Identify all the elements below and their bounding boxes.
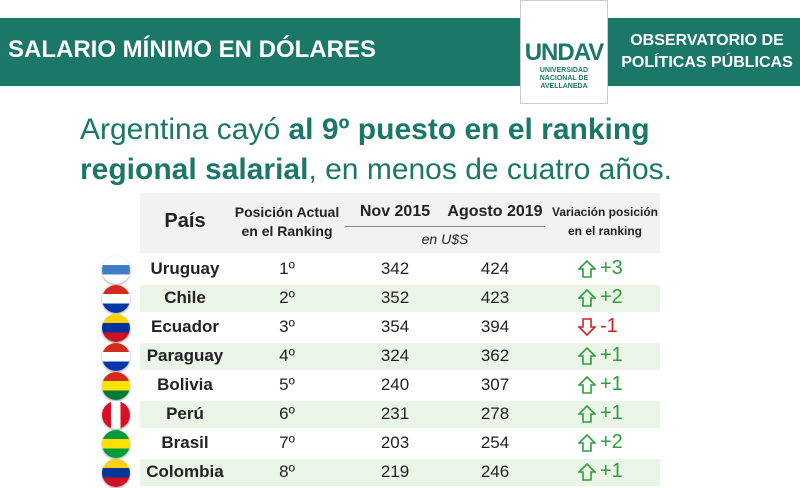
logo: UNDAV UNIVERSIDAD NACIONAL DE AVELLANEDA [520, 0, 608, 104]
arrow-up [577, 288, 597, 307]
logo-text: UNDAV [524, 39, 605, 66]
table-cell: 423 [480, 288, 510, 307]
flag [102, 343, 130, 371]
logo-sub: AVELLANEDA [540, 83, 588, 90]
logo-sub: NACIONAL DE [539, 75, 589, 82]
table-cell: Uruguay [150, 259, 220, 278]
arrow-icon [577, 433, 597, 452]
table-cell: 324 [380, 346, 410, 365]
column-header: Agosto 2019 [447, 203, 543, 220]
table-cell: Ecuador [150, 317, 220, 336]
table-cell: 1º [279, 259, 295, 278]
arrow-icon [577, 404, 597, 423]
table-cell: 424 [480, 259, 510, 278]
table-cell: 307 [480, 375, 510, 394]
table-cell: 240 [380, 375, 410, 394]
table-cell: 5º [279, 375, 295, 394]
table-cell: 246 [480, 462, 510, 481]
table-cell: 278 [480, 404, 510, 423]
arrow-down [577, 318, 597, 337]
column-header: Nov 2015 [359, 203, 431, 220]
header-bar [0, 18, 800, 86]
flag [102, 430, 130, 458]
arrow-icon [577, 318, 597, 337]
row-bg [140, 459, 660, 486]
arrow-icon [577, 288, 597, 307]
arrow-up [577, 404, 597, 423]
row-bg [140, 343, 660, 370]
headline-part: Argentina cayó [80, 113, 289, 146]
table-cell: 3º [279, 317, 295, 336]
flag [102, 285, 130, 313]
table-cell: 2º [279, 288, 295, 307]
table-cell: +1 [600, 402, 623, 424]
column-header: País [164, 210, 206, 232]
org-line: POLÍTICAS PÚBLICAS [621, 54, 793, 71]
table-cell: +2 [600, 431, 623, 453]
flag [102, 459, 130, 487]
table-cell: 354 [380, 317, 410, 336]
flag [102, 401, 130, 429]
table-cell: Paraguay [146, 346, 224, 365]
column-header: Variación posición en el ranking [551, 205, 659, 238]
row-bg [140, 285, 660, 312]
table-cell: +3 [600, 257, 623, 279]
table-cell: 254 [480, 433, 510, 452]
header-title: SALARIO MÍNIMO EN DÓLARES [8, 36, 377, 63]
table-cell: 8º [279, 462, 295, 481]
table-cell: 352 [380, 288, 410, 307]
table-cell: 6º [279, 404, 295, 423]
table-cell: +2 [600, 286, 623, 308]
header-rule [345, 226, 545, 227]
flag [102, 314, 130, 342]
headline: Argentina cayó al 9º puesto en el rankin… [80, 110, 740, 190]
flag [102, 372, 130, 400]
flag [102, 256, 130, 284]
table-cell: Chile [164, 288, 206, 307]
table-cell: 394 [480, 317, 510, 336]
arrow-up [577, 346, 597, 365]
table-cell: Colombia [146, 462, 224, 481]
arrow-icon [577, 346, 597, 365]
table-cell: 231 [380, 404, 410, 423]
headline-part: , en menos de cuatro años. [308, 153, 673, 186]
table-cell: Bolivia [157, 375, 213, 394]
table-cell: 7º [279, 433, 295, 452]
table-cell: +1 [600, 344, 623, 366]
org-name: OBSERVATORIO DE POLÍTICAS PÚBLICAS [614, 30, 800, 74]
table-cell: 203 [380, 433, 410, 452]
arrow-icon [577, 375, 597, 394]
table-cell: 4º [279, 346, 295, 365]
arrow-up [577, 259, 597, 278]
table-cell: +1 [600, 373, 623, 395]
header-bg [140, 193, 660, 253]
table-cell: Brasil [161, 433, 209, 452]
arrow-up [577, 462, 597, 481]
arrow-icon [577, 259, 597, 278]
table-cell: Perú [166, 404, 204, 423]
org-line: OBSERVATORIO DE [630, 32, 784, 49]
table-cell: 219 [380, 462, 410, 481]
arrow-up [577, 433, 597, 452]
table-cell: 342 [380, 259, 410, 278]
table-cell: 362 [480, 346, 510, 365]
table-cell: +1 [600, 460, 623, 482]
logo-sub: UNIVERSIDAD [539, 67, 589, 74]
unit-label: en U$S [421, 231, 469, 247]
row-bg [140, 401, 660, 428]
column-header: Posición Actual en el Ranking [234, 204, 340, 239]
arrow-icon [577, 462, 597, 481]
arrow-up [577, 375, 597, 394]
headline-part: al 9º puesto en el ranking regional sala… [80, 113, 650, 186]
table-cell: -1 [600, 315, 618, 337]
